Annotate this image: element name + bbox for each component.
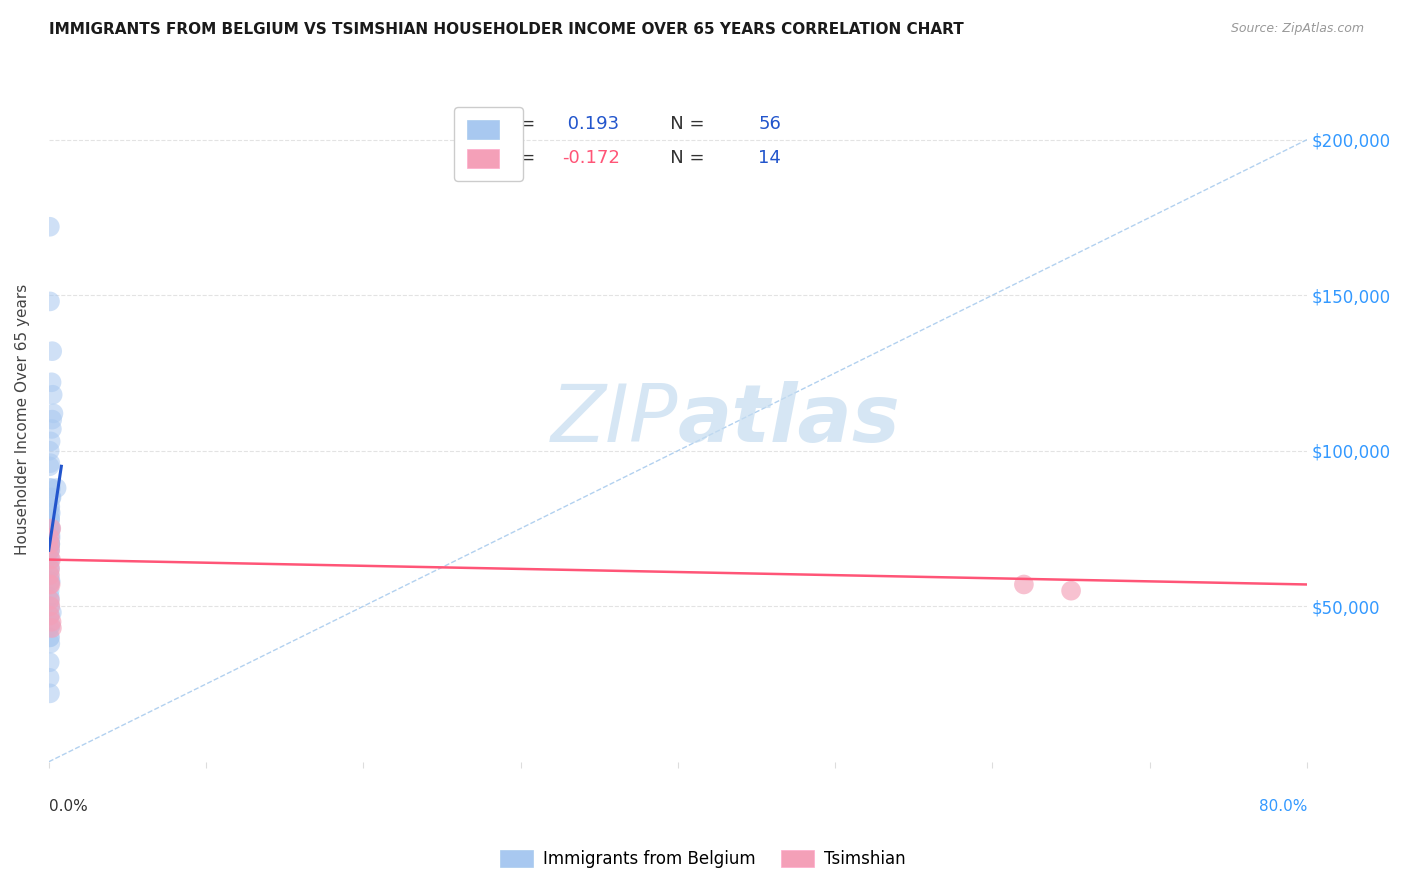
Point xyxy=(39,434,62,449)
Point xyxy=(39,512,62,526)
Point xyxy=(39,506,62,520)
Point xyxy=(39,521,62,535)
Point xyxy=(38,577,60,591)
Point xyxy=(39,294,62,309)
Point xyxy=(38,543,60,558)
Point xyxy=(39,512,62,526)
Point xyxy=(41,422,63,436)
Point xyxy=(41,491,63,505)
Point xyxy=(41,344,63,359)
Point xyxy=(45,481,67,495)
Point xyxy=(38,655,60,669)
Text: R =: R = xyxy=(502,149,541,168)
Point xyxy=(38,593,60,607)
Text: R =: R = xyxy=(502,115,541,133)
Point xyxy=(41,376,63,390)
Text: N =: N = xyxy=(652,115,710,133)
Text: -0.172: -0.172 xyxy=(562,149,620,168)
Point xyxy=(39,537,62,551)
Text: 14: 14 xyxy=(758,149,782,168)
Point xyxy=(39,577,62,591)
Point xyxy=(42,406,65,420)
Point xyxy=(39,574,62,589)
Point xyxy=(39,543,62,558)
Point xyxy=(39,481,62,495)
Point xyxy=(39,481,62,495)
Point xyxy=(39,562,62,576)
Point xyxy=(39,618,62,632)
Point xyxy=(38,590,60,604)
Point xyxy=(39,491,62,505)
Point xyxy=(39,552,62,566)
Text: Source: ZipAtlas.com: Source: ZipAtlas.com xyxy=(1230,22,1364,36)
Point xyxy=(38,568,60,582)
Point xyxy=(39,456,62,470)
Point xyxy=(41,412,63,426)
Point xyxy=(38,219,60,234)
Point xyxy=(38,583,60,598)
Point xyxy=(38,459,60,474)
Text: atlas: atlas xyxy=(678,381,901,458)
Point xyxy=(39,599,62,614)
Point xyxy=(38,549,60,564)
Text: N =: N = xyxy=(652,149,710,168)
Point xyxy=(39,512,62,526)
Point xyxy=(38,568,60,582)
Point xyxy=(39,500,62,514)
Point xyxy=(38,593,60,607)
Point xyxy=(38,608,60,623)
Point xyxy=(38,518,60,533)
Text: 0.0%: 0.0% xyxy=(49,799,87,814)
Y-axis label: Householder Income Over 65 years: Householder Income Over 65 years xyxy=(15,284,30,555)
Point xyxy=(38,631,60,645)
Text: ZIP: ZIP xyxy=(551,381,678,458)
Point xyxy=(39,686,62,700)
Text: 56: 56 xyxy=(758,115,782,133)
Legend: Immigrants from Belgium, Tsimshian: Immigrants from Belgium, Tsimshian xyxy=(494,843,912,875)
Point xyxy=(39,531,62,545)
Text: 80.0%: 80.0% xyxy=(1258,799,1308,814)
Point xyxy=(38,558,60,573)
Point xyxy=(39,506,62,520)
Point xyxy=(38,631,60,645)
Point xyxy=(39,521,62,535)
Point xyxy=(39,599,62,614)
Point xyxy=(39,537,62,551)
Point xyxy=(41,388,63,402)
Point xyxy=(38,531,60,545)
Point xyxy=(39,537,62,551)
Point xyxy=(41,621,63,635)
Point xyxy=(39,562,62,576)
Point xyxy=(41,606,63,620)
Point xyxy=(1012,577,1035,591)
Legend: , : , xyxy=(454,107,523,181)
Point xyxy=(39,521,62,535)
Point xyxy=(39,637,62,651)
Point xyxy=(38,621,60,635)
Point xyxy=(39,527,62,541)
Point xyxy=(38,500,60,514)
Point xyxy=(39,574,62,589)
Point xyxy=(38,671,60,685)
Point xyxy=(39,543,62,558)
Point xyxy=(39,552,62,566)
Point xyxy=(38,608,60,623)
Point xyxy=(1060,583,1083,598)
Point xyxy=(39,537,62,551)
Point xyxy=(38,521,60,535)
Text: 0.193: 0.193 xyxy=(562,115,619,133)
Point xyxy=(41,615,63,629)
Point xyxy=(38,443,60,458)
Text: IMMIGRANTS FROM BELGIUM VS TSIMSHIAN HOUSEHOLDER INCOME OVER 65 YEARS CORRELATIO: IMMIGRANTS FROM BELGIUM VS TSIMSHIAN HOU… xyxy=(49,22,965,37)
